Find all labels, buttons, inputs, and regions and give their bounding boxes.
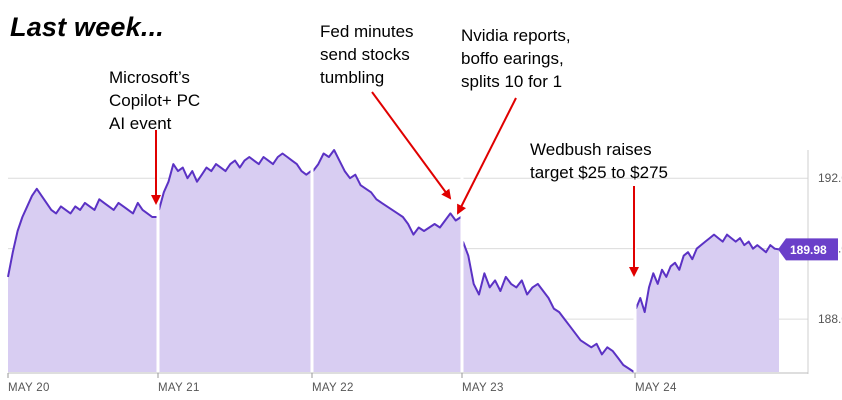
annotation-line: Nvidia reports, (461, 26, 571, 45)
y-tick-label: 192.00 (818, 171, 842, 185)
session-area (636, 234, 779, 372)
session-area (159, 153, 311, 372)
price-area (8, 150, 779, 372)
annotation-line: target $25 to $275 (530, 163, 669, 182)
session-line (312, 149, 462, 236)
annotation-arrow (371, 91, 452, 200)
annotation-line: tumbling (320, 68, 385, 87)
annotation-line: Copilot+ PC (109, 91, 201, 110)
y-tick-label: 188.00 (818, 312, 842, 326)
x-tick-label: MAY 20 (8, 382, 50, 394)
x-tick-label: MAY 22 (312, 382, 354, 394)
session-area (313, 150, 461, 372)
annotation-line: Fed minutes (320, 22, 414, 41)
annotation-microsoft-event: Microsoft’s Copilot+ PC AI event (109, 66, 200, 135)
x-tick-label: MAY 21 (158, 382, 200, 394)
session-area (8, 188, 157, 372)
annotation-line: AI event (109, 114, 172, 133)
annotation-line: send stocks (320, 45, 410, 64)
session-area (463, 241, 634, 372)
session-line (635, 233, 780, 314)
annotation-line: Microsoft’s (109, 68, 190, 87)
session-line (7, 187, 157, 278)
annotation-line: Wedbush raises (530, 140, 652, 159)
annotation-arrows (151, 91, 639, 277)
price-line (7, 149, 780, 373)
annotation-wedbush-target: Wedbush raises target $25 to $275 (530, 138, 668, 184)
x-tick-label: MAY 23 (462, 382, 504, 394)
annotation-fed-minutes: Fed minutes send stocks tumbling (320, 20, 414, 89)
session-line (158, 152, 312, 211)
annotation-arrow (457, 97, 517, 215)
last-price-label: 189.98 (790, 243, 827, 257)
annotation-line: boffo earings, (461, 49, 564, 68)
x-tick-label: MAY 24 (635, 382, 677, 394)
last-price-badge-shape (778, 238, 838, 261)
annotation-nvidia-earnings: Nvidia reports, boffo earings, splits 10… (461, 24, 571, 93)
annotation-line: splits 10 for 1 (461, 72, 563, 91)
headline: Last week... (10, 12, 164, 42)
session-line (462, 241, 635, 373)
last-price-badge: 189.98 (778, 238, 838, 261)
